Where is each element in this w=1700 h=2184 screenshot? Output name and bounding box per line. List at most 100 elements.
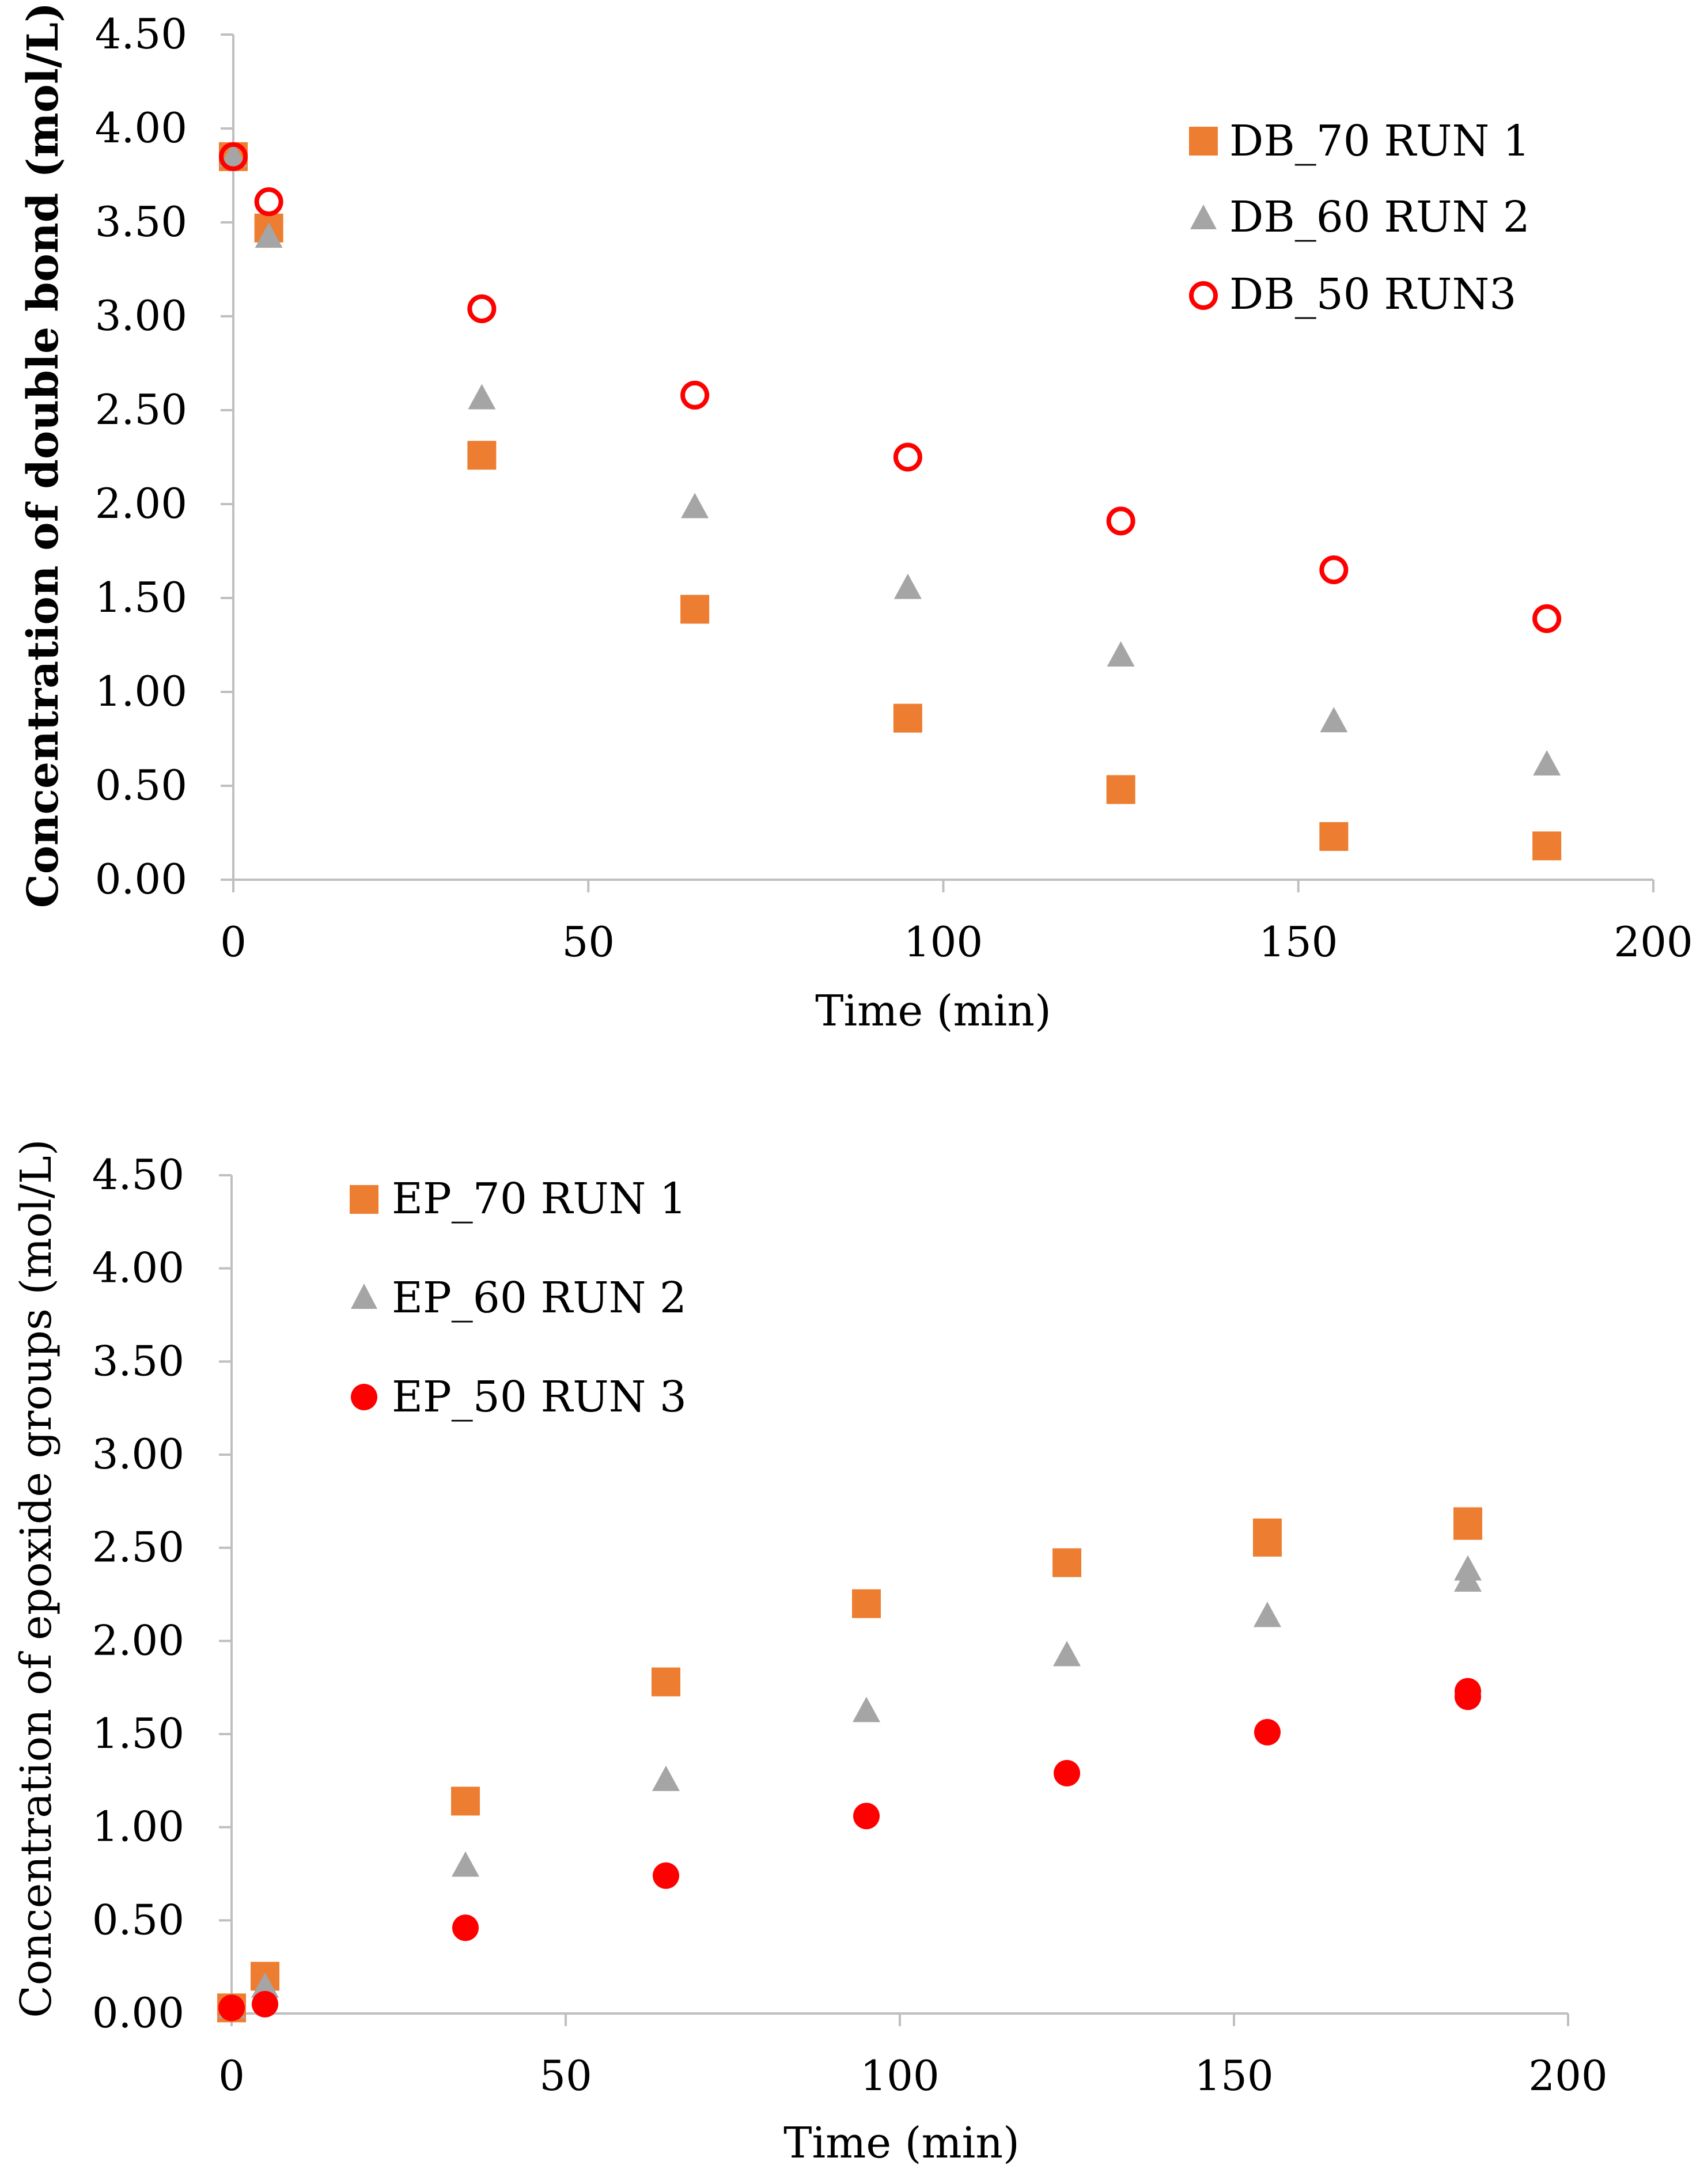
chart2-legend-label-3: EP_50 RUN 3	[392, 1372, 687, 1422]
chart2-legend-label-1: EP_70 RUN 1	[392, 1174, 687, 1224]
chart2-point	[1254, 1602, 1281, 1627]
chart1-y-tick-label: 3.50	[95, 198, 187, 246]
chart2-legend-item-2: EP_60 RUN 2	[351, 1273, 687, 1323]
chart2-point	[452, 1914, 479, 1941]
chart2-y-tick-label: 0.50	[92, 1895, 184, 1944]
chart2-y-tick-label: 0.00	[92, 1989, 184, 2037]
chart2-y-tick-label: 3.00	[92, 1430, 184, 1478]
chart2-point	[1453, 1511, 1482, 1540]
chart2-point	[452, 1851, 479, 1877]
chart2-point	[1253, 1527, 1282, 1557]
chart1-x-tick-label: 150	[1259, 918, 1338, 966]
chart2-x-tick-label: 150	[1194, 2051, 1273, 2100]
chart2-y-tick-label: 4.00	[92, 1244, 184, 1292]
chart1-marks	[219, 141, 1562, 861]
chart1-legend-square-icon	[1189, 127, 1218, 156]
chart2-point	[652, 1765, 680, 1791]
chart2-legend-item-1: EP_70 RUN 1	[350, 1174, 687, 1224]
chart1-point	[1320, 707, 1348, 733]
chart2-legend-triangle-icon	[351, 1284, 377, 1309]
chart1-point	[893, 573, 922, 599]
chart1-point	[1532, 604, 1562, 633]
chart1-x-axis-title: Time (min)	[815, 986, 1051, 1036]
chart1-legend: DB_70 RUN 1 DB_60 RUN 2 DB_50 RUN3	[1189, 116, 1530, 319]
chart2-y-tick-label: 3.50	[92, 1337, 184, 1385]
chart1-point	[1319, 555, 1349, 585]
chart1-y-tick-label: 1.50	[95, 573, 187, 622]
chart2-point	[853, 1803, 880, 1830]
chart1-legend-open-circle-icon	[1189, 281, 1218, 310]
chart1-series-1	[219, 142, 1562, 861]
chart2-point	[1052, 1548, 1081, 1577]
chart1-y-tick-label: 2.50	[95, 385, 187, 434]
chart2-point	[218, 1994, 245, 2022]
double-bond-chart: 0.00 0.50 1.00 1.50 2.00 2.50 3.00 3.50 4.00 4.50…	[18, 2, 1693, 1036]
chart2-x-axis-title: Time (min)	[783, 2118, 1020, 2168]
chart2-series-2	[218, 1555, 1482, 2019]
chart2-legend-label-2: EP_60 RUN 2	[392, 1273, 687, 1323]
chart1-x-tick-label: 0	[220, 918, 247, 966]
chart2-x-tick-label: 50	[539, 2051, 592, 2100]
chart2-y-axis-title: Concentration of epoxide groups (mol/L)	[12, 1139, 61, 2018]
chart2-y-tick-label: 2.50	[92, 1523, 184, 1572]
chart1-point	[468, 384, 496, 410]
chart1-legend-item-3: DB_50 RUN3	[1189, 270, 1516, 319]
chart1-legend-triangle-icon	[1190, 205, 1217, 229]
chart2-y-tick-label: 4.50	[92, 1150, 184, 1199]
chart1-point	[893, 703, 922, 733]
chart1-point	[1319, 822, 1349, 851]
chart1-series-3	[219, 142, 1562, 633]
chart1-legend-label-2: DB_60 RUN 2	[1229, 192, 1530, 242]
chart2-x-tick-label: 0	[218, 2051, 245, 2100]
chart2-point	[1254, 1719, 1281, 1746]
chart1-point	[1106, 775, 1135, 804]
chart1-point	[467, 294, 497, 323]
chart1-y-tick-label: 4.00	[95, 104, 187, 152]
chart2-point	[853, 1697, 880, 1723]
chart2-point	[252, 1990, 278, 2018]
chart2-point	[1053, 1641, 1081, 1667]
chart1-legend-label-3: DB_50 RUN3	[1229, 270, 1516, 319]
chart2-y-tick-label: 2.00	[92, 1616, 184, 1664]
chart1-ticks: 0.00 0.50 1.00 1.50 2.00 2.50 3.00 3.50 4.00 4.50…	[95, 10, 1693, 966]
chart1-point	[1106, 506, 1135, 536]
chart2-legend: EP_70 RUN 1 EP_60 RUN 2 EP_50 RUN 3	[350, 1174, 687, 1422]
chart2-legend-square-icon	[350, 1185, 378, 1214]
chart1-legend-label-1: DB_70 RUN 1	[1229, 116, 1530, 166]
chart2-point	[1054, 1759, 1080, 1786]
chart1-point	[1107, 641, 1135, 667]
chart2-point	[251, 1972, 279, 1998]
chart1-y-tick-label: 3.00	[95, 292, 187, 340]
chart1-y-tick-label: 0.00	[95, 855, 187, 903]
chart2-y-tick-label: 1.00	[92, 1803, 184, 1851]
chart1-y-tick-label: 4.50	[95, 10, 187, 58]
chart1-point	[467, 441, 497, 470]
chart1-legend-item-2: DB_60 RUN 2	[1190, 192, 1530, 242]
chart1-y-axis-title: Concentration of double bond (mol/L)	[18, 2, 68, 908]
chart1-point	[254, 187, 283, 217]
chart2-point	[653, 1862, 679, 1889]
chart1-point	[1532, 831, 1562, 861]
chart2-series-3	[218, 1678, 1481, 2022]
chart1-point	[1533, 750, 1561, 776]
chart2-ticks: 0.00 0.50 1.00 1.50 2.00 2.50 3.00 3.50 4.00 4.50…	[92, 1150, 1608, 2100]
epoxide-chart: 0.00 0.50 1.00 1.50 2.00 2.50 3.00 3.50 4.00 4.50…	[12, 1139, 1608, 2168]
chart1-y-tick-label: 2.00	[95, 479, 187, 528]
chart1-point	[680, 595, 710, 624]
chart1-x-tick-label: 50	[562, 918, 615, 966]
chart2-legend-filled-circle-icon	[351, 1384, 377, 1410]
chart2-x-tick-label: 200	[1528, 2051, 1607, 2100]
chart1-point	[219, 142, 248, 171]
chart1-legend-item-1: DB_70 RUN 1	[1189, 116, 1530, 166]
chart1-x-tick-label: 200	[1614, 918, 1693, 966]
chart1-point	[680, 380, 710, 410]
chart1-point	[681, 493, 709, 518]
chart1-point	[219, 141, 247, 167]
chart2-series-1	[217, 1507, 1482, 2023]
chart2-point	[852, 1589, 881, 1618]
chart2-x-tick-label: 100	[860, 2051, 939, 2100]
chart2-legend-item-3: EP_50 RUN 3	[351, 1372, 687, 1422]
chart2-point	[1454, 1566, 1482, 1592]
